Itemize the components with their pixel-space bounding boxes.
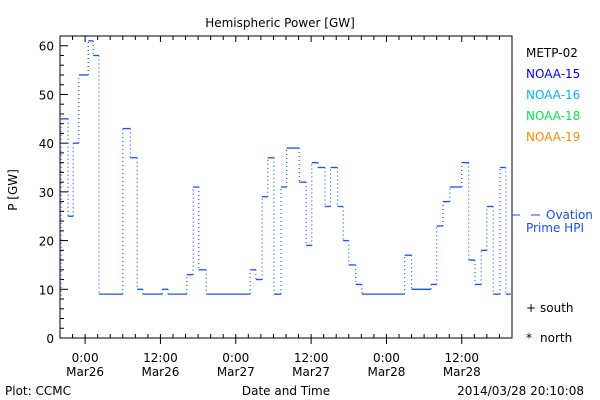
- ovation-legend-line1: Ovation: [546, 208, 593, 222]
- legend-entry: NOAA-16: [526, 88, 580, 102]
- south-label: south: [540, 301, 574, 315]
- x-tick-time: 12:00: [143, 351, 178, 365]
- y-tick-label: 0: [46, 332, 54, 346]
- y-tick-label: 10: [39, 283, 54, 297]
- x-tick-time: 0:00: [373, 351, 400, 365]
- x-tick-date: Mar27: [217, 365, 255, 379]
- x-tick-time: 0:00: [72, 351, 99, 365]
- marker-legend-south: + south: [526, 301, 574, 315]
- footer-left: Plot: CCMC: [5, 384, 71, 398]
- legend-entry: NOAA-18: [526, 109, 580, 123]
- x-axis-label: Date and Time: [242, 384, 330, 398]
- legend-entry: METP-02: [526, 46, 578, 60]
- legend-entry: NOAA-19: [526, 130, 580, 144]
- south-marker: +: [526, 301, 536, 315]
- x-tick-date: Mar28: [367, 365, 405, 379]
- y-tick-label: 20: [39, 235, 54, 249]
- x-tick-time: 12:00: [444, 351, 479, 365]
- north-marker: *: [526, 331, 532, 345]
- x-tick-date: Mar27: [292, 365, 330, 379]
- chart-title: Hemispheric Power [GW]: [205, 16, 355, 30]
- x-tick-time: 0:00: [222, 351, 249, 365]
- x-tick-date: Mar26: [66, 365, 104, 379]
- x-tick-date: Mar26: [141, 365, 179, 379]
- north-label: north: [540, 331, 572, 345]
- y-axis-label: P [GW]: [6, 169, 20, 211]
- x-tick-date: Mar28: [443, 365, 481, 379]
- legend-entry: NOAA-15: [526, 67, 580, 81]
- ovation-legend-line2: Prime HPI: [526, 221, 584, 235]
- footer-right: 2014/03/28 20:10:08: [457, 384, 584, 398]
- ovation-legend: Ovation Prime HPI: [512, 208, 593, 235]
- marker-legend-north: * north: [526, 331, 572, 345]
- y-tick-label: 40: [39, 137, 54, 151]
- y-tick-label: 50: [39, 88, 54, 102]
- y-tick-label: 30: [39, 186, 54, 200]
- y-tick-label: 60: [39, 40, 54, 54]
- x-tick-time: 12:00: [294, 351, 329, 365]
